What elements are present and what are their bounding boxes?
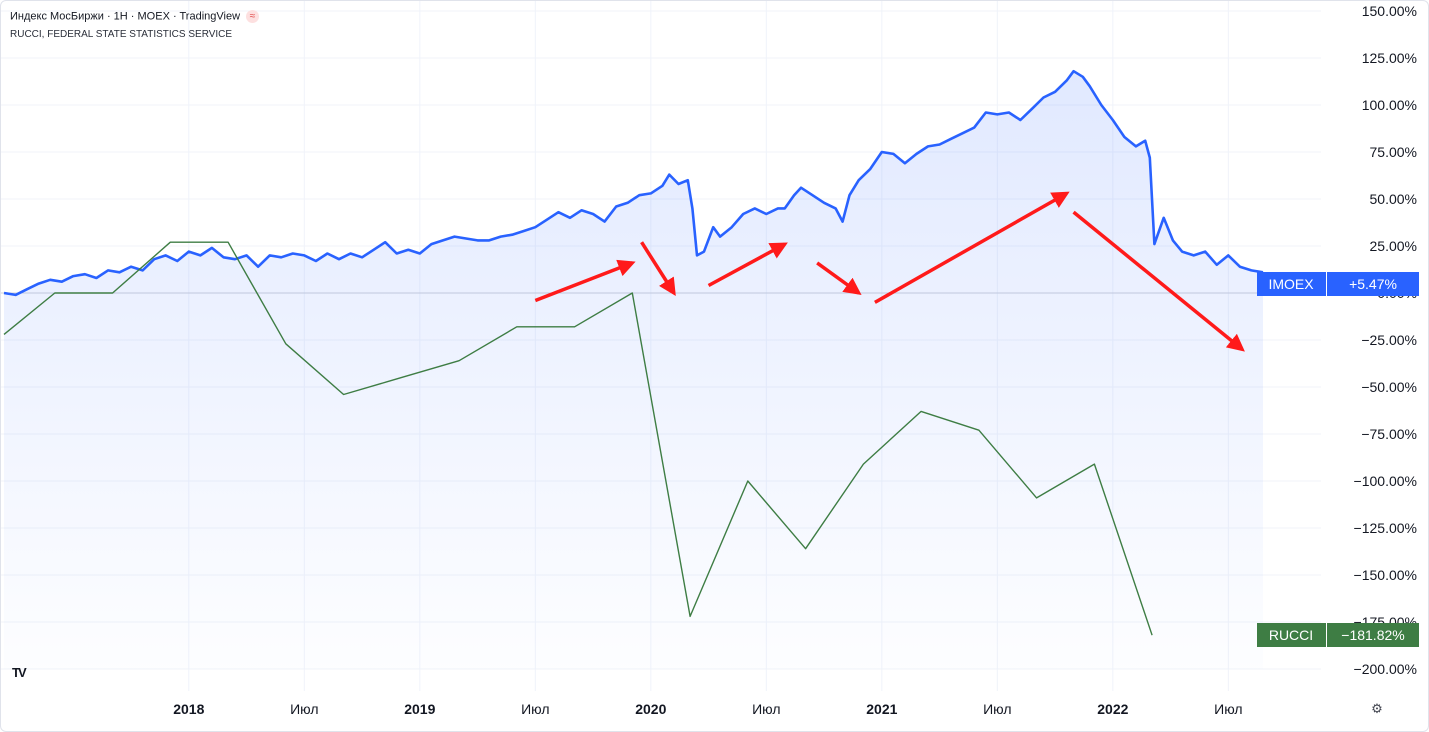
x-axis[interactable]: 2018 Июл 2019 Июл 2020 Июл 2021 Июл 2022 Июл	[173, 701, 1242, 717]
y-tick-label: 25.00%	[1370, 238, 1417, 254]
annotation-arrow	[640, 241, 676, 296]
annotation-arrow	[534, 259, 636, 303]
series-name: IMOEX	[1268, 276, 1314, 292]
y-tick-label: 100.00%	[1362, 97, 1417, 113]
annotation-arrows	[534, 191, 1245, 352]
chart-title-text: Индекс МосБиржи · 1Н · MOEX · TradingVie…	[10, 10, 241, 23]
gear-icon[interactable]: ⚙	[1371, 701, 1383, 716]
y-tick-label: −100.00%	[1354, 473, 1417, 489]
x-tick-label: 2021	[866, 701, 897, 717]
y-tick-label: 50.00%	[1370, 191, 1417, 207]
annotation-arrow	[1072, 210, 1245, 352]
series-line-rucci[interactable]	[3, 241, 1153, 636]
y-tick-label: −75.00%	[1361, 426, 1417, 442]
tradingview-logo[interactable]: TV	[12, 665, 27, 680]
x-tick-label: Июл	[983, 701, 1011, 717]
x-tick-label: 2018	[173, 701, 204, 717]
y-tick-label: 75.00%	[1370, 144, 1417, 160]
y-tick-label: −125.00%	[1354, 520, 1417, 536]
imoex-area-fill	[4, 71, 1263, 669]
annotation-arrow	[816, 261, 862, 296]
last-value-labels: IMOEX +5.47% RUCCI −181.82%	[1257, 272, 1419, 647]
annotation-arrow	[707, 242, 788, 288]
series-name: RUCCI	[1269, 627, 1313, 643]
y-tick-label: −200.00%	[1354, 661, 1417, 677]
compare-icon[interactable]: ≈	[246, 10, 260, 23]
series-last-value: −181.82%	[1341, 627, 1404, 643]
x-tick-label: Июл	[752, 701, 780, 717]
series-last-value: +5.47%	[1349, 276, 1397, 292]
x-tick-label: Июл	[290, 701, 318, 717]
y-tick-label: −50.00%	[1361, 379, 1417, 395]
annotation-arrow	[874, 191, 1070, 304]
x-tick-label: Июл	[1214, 701, 1242, 717]
x-tick-label: Июл	[521, 701, 549, 717]
series-name-tag	[1257, 272, 1326, 296]
series-lines	[3, 69, 1264, 636]
x-tick-label: 2019	[404, 701, 435, 717]
y-tick-label: 125.00%	[1362, 50, 1417, 66]
x-tick-label: 2020	[635, 701, 666, 717]
x-tick-label: 2022	[1097, 701, 1128, 717]
imoex-area	[4, 71, 1263, 669]
series-value-tag	[1327, 623, 1419, 647]
series-name-tag	[1257, 623, 1326, 647]
series-line-imoex[interactable]	[3, 69, 1264, 297]
chart-subtitle: RUCCI, FEDERAL STATE STATISTICS SERVICE	[10, 29, 233, 40]
last-value-label-imoex: IMOEX +5.47%	[1257, 272, 1419, 296]
y-tick-label: 150.00%	[1362, 3, 1417, 19]
chart-title: Индекс МосБиржи · 1Н · MOEX · TradingVie…	[10, 10, 260, 23]
y-axis[interactable]: 150.00%125.00%100.00%75.00%50.00%25.00%0…	[1354, 3, 1417, 677]
last-value-label-rucci: RUCCI −181.82%	[1257, 623, 1419, 647]
series-value-tag	[1327, 272, 1419, 296]
y-tick-label: −150.00%	[1354, 567, 1417, 583]
y-tick-label: −25.00%	[1361, 332, 1417, 348]
